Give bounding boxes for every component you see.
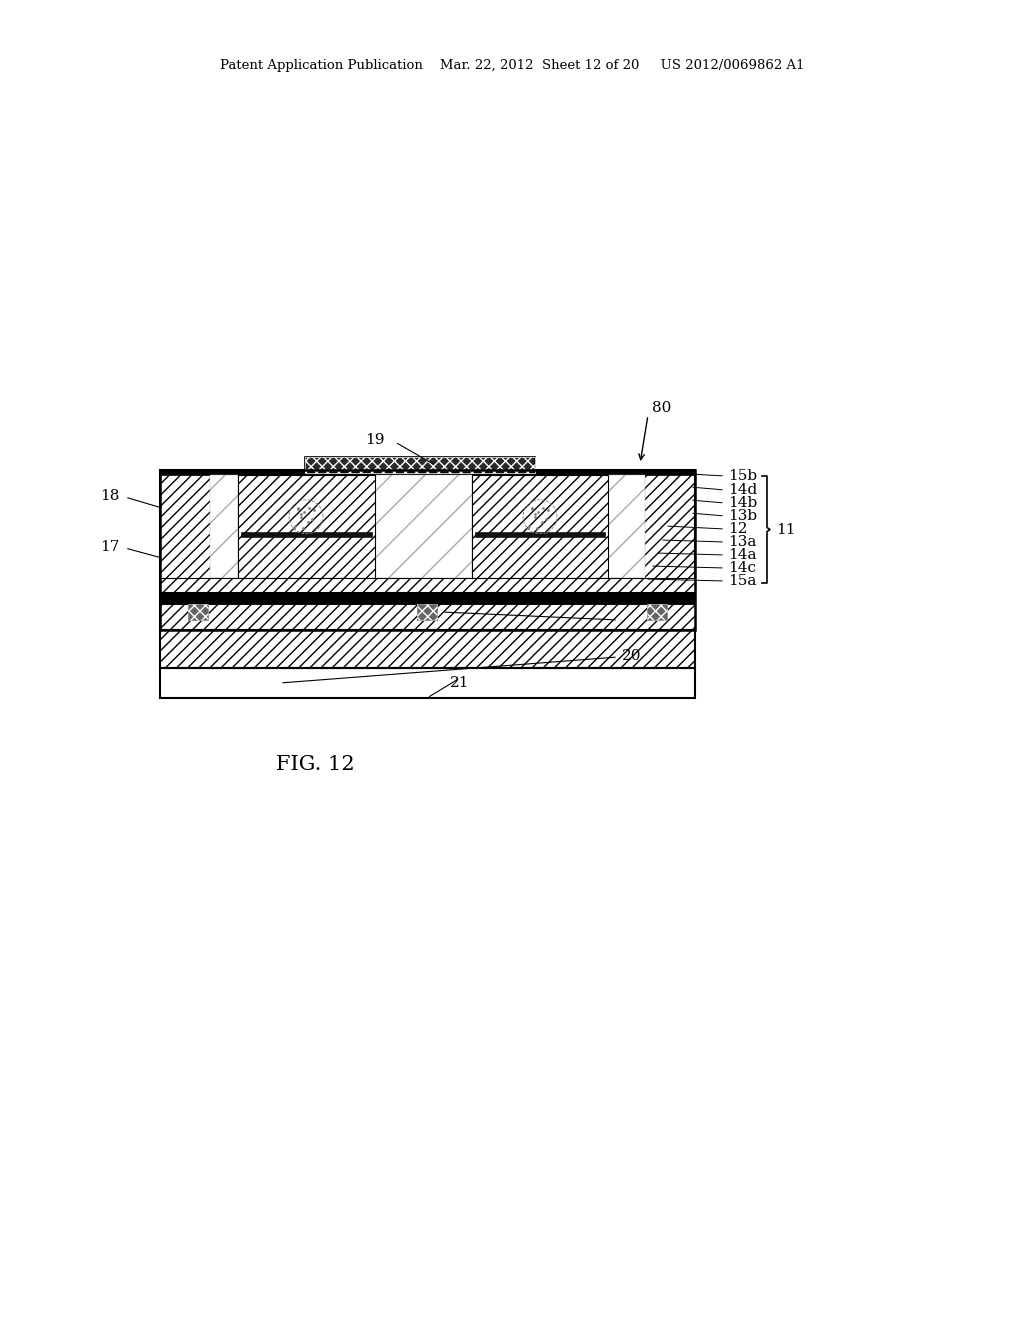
Bar <box>160 470 695 630</box>
Bar <box>160 470 695 475</box>
Bar <box>472 475 608 578</box>
Bar <box>160 605 695 630</box>
Text: 18: 18 <box>100 488 120 503</box>
Bar <box>210 475 238 578</box>
Bar <box>188 605 208 620</box>
Bar <box>241 532 372 537</box>
Bar <box>210 475 238 578</box>
Bar <box>375 475 472 578</box>
Text: 22: 22 <box>622 612 641 626</box>
Text: 15b: 15b <box>728 469 757 483</box>
Text: 14a: 14a <box>728 548 757 562</box>
Bar <box>210 475 645 578</box>
Bar <box>375 475 472 578</box>
Text: 13b: 13b <box>728 510 757 523</box>
Bar <box>475 532 605 537</box>
Text: 12: 12 <box>728 521 748 536</box>
Bar <box>160 630 695 668</box>
Bar <box>417 605 437 620</box>
Bar <box>210 475 645 578</box>
Text: 19: 19 <box>366 433 385 447</box>
Bar <box>608 475 645 578</box>
Text: 14b: 14b <box>728 496 758 510</box>
Bar <box>238 475 375 578</box>
Bar <box>160 668 695 698</box>
Bar <box>647 605 667 620</box>
Bar <box>608 475 645 578</box>
Bar <box>160 630 695 668</box>
Text: 14c: 14c <box>728 561 756 576</box>
Text: 13a: 13a <box>728 535 757 549</box>
Text: 15a: 15a <box>728 574 757 587</box>
Bar <box>160 470 695 630</box>
Bar <box>160 591 695 605</box>
Text: 11: 11 <box>776 523 796 536</box>
Bar <box>305 457 535 473</box>
Text: 14d: 14d <box>728 483 758 498</box>
Bar <box>188 605 208 620</box>
Bar <box>305 457 535 473</box>
Bar <box>417 605 437 620</box>
Text: 80: 80 <box>652 401 672 414</box>
Bar <box>647 605 667 620</box>
Text: 17: 17 <box>100 540 120 554</box>
Text: 21: 21 <box>451 676 470 690</box>
Bar <box>160 668 695 698</box>
Text: 20: 20 <box>622 649 641 663</box>
Text: Patent Application Publication    Mar. 22, 2012  Sheet 12 of 20     US 2012/0069: Patent Application Publication Mar. 22, … <box>220 58 804 71</box>
Text: FIG. 12: FIG. 12 <box>275 755 354 775</box>
Bar <box>160 578 695 591</box>
